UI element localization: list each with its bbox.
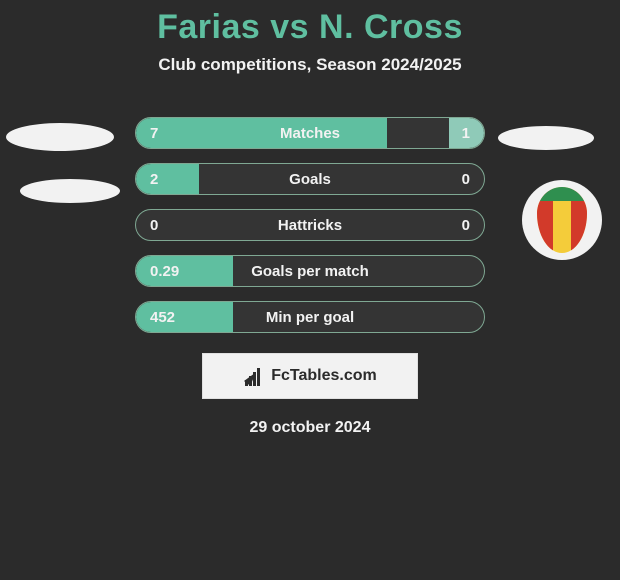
player1-avatar-placeholder-bottom	[20, 179, 120, 203]
stat-row: 0.29 Goals per match	[135, 255, 485, 287]
stat-value-left: 2	[150, 171, 158, 188]
stat-value-right: 1	[462, 125, 470, 142]
stat-value-left: 7	[150, 125, 158, 142]
stat-value-left: 0.29	[150, 263, 179, 280]
player2-avatar-placeholder	[498, 126, 594, 150]
logo-bar	[257, 368, 260, 386]
stat-value-right: 0	[462, 171, 470, 188]
player1-avatar-placeholder-top	[6, 123, 114, 151]
stat-label: Goals per match	[251, 263, 369, 280]
comparison-infographic: Farias vs N. Cross Club competitions, Se…	[0, 0, 620, 580]
stat-value-left: 452	[150, 309, 175, 326]
crest-top-band	[537, 187, 587, 201]
brand-text: FcTables.com	[271, 367, 377, 385]
stat-fill-left	[136, 118, 387, 148]
subtitle: Club competitions, Season 2024/2025	[0, 55, 620, 75]
stat-label: Min per goal	[266, 309, 354, 326]
stat-row: 0 Hattricks 0	[135, 209, 485, 241]
stat-row: 452 Min per goal	[135, 301, 485, 333]
stat-value-left: 0	[150, 217, 158, 234]
stat-value-right: 0	[462, 217, 470, 234]
player2-name: N. Cross	[319, 8, 463, 46]
stat-label: Hattricks	[278, 217, 342, 234]
player1-name: Farias	[157, 8, 260, 46]
player2-club-crest	[522, 180, 602, 260]
stat-row: 2 Goals 0	[135, 163, 485, 195]
brand-footer: FcTables.com	[202, 353, 418, 399]
fctables-logo-icon	[243, 366, 267, 386]
footer-date: 29 october 2024	[0, 419, 620, 437]
page-title: Farias vs N. Cross	[0, 0, 620, 47]
stat-label: Matches	[280, 125, 340, 142]
stat-label: Goals	[289, 171, 331, 188]
stat-row: 7 Matches 1	[135, 117, 485, 149]
vs-separator: vs	[270, 8, 309, 46]
stat-fill-left	[136, 164, 199, 194]
crest-shield	[537, 187, 587, 253]
